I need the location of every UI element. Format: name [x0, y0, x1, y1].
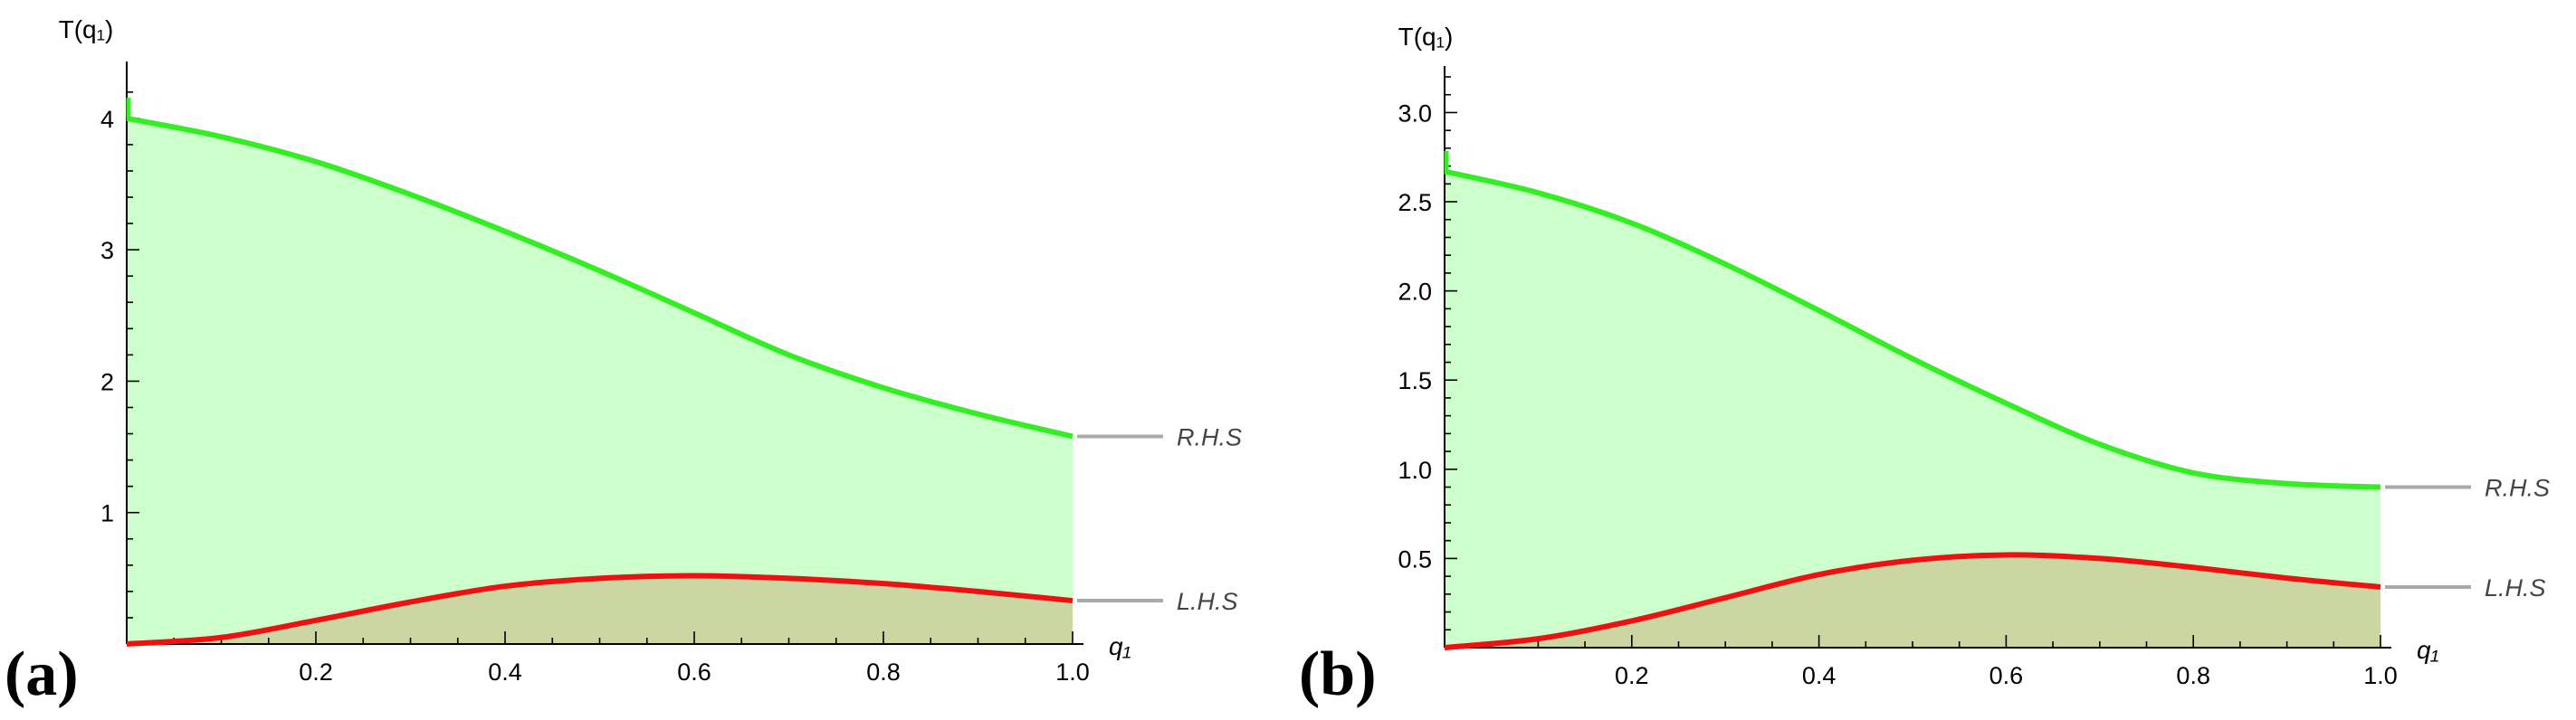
x-tick-label: 0.6	[677, 658, 711, 686]
rhs-legend-label: R.H.S	[2485, 475, 2550, 502]
x-tick-label: 0.2	[299, 658, 333, 686]
y-tick-label: 2	[100, 368, 114, 395]
rhs-fill-area	[127, 118, 1073, 644]
y-tick-label: 2.5	[1398, 189, 1432, 216]
x-axis-title: q₁	[2417, 636, 2439, 664]
x-tick-label: 0.2	[1615, 662, 1649, 689]
x-axis-title: q₁	[1109, 632, 1131, 660]
panel-label: (a)	[5, 639, 79, 709]
panel-label: (b)	[1299, 639, 1377, 709]
y-tick-label: 1	[100, 500, 114, 527]
x-tick-label: 0.4	[488, 658, 522, 686]
y-tick-label: 3	[100, 237, 114, 264]
lhs-fill-area	[1445, 554, 2380, 648]
y-tick-label: 2.0	[1398, 279, 1432, 306]
x-tick-label: 0.8	[2176, 662, 2210, 689]
x-tick-label: 1.0	[1055, 658, 1090, 686]
lhs-legend-label: L.H.S	[2485, 574, 2546, 602]
panel-b: 0.2 0.4 0.6 0.8 1.0 0.5 1.0 1.5 2.0 2.5 3.0 R.H.S L.…	[1299, 23, 2550, 709]
x-tick-label: 1.0	[2363, 662, 2398, 689]
y-tick-label: 1.0	[1398, 457, 1432, 484]
y-tick-label: 4	[100, 106, 114, 133]
x-tick-label: 0.4	[1802, 662, 1837, 689]
panel-a: 0.2 0.4 0.6 0.8 1.0 1 2 3 4 R.H.S L.H.S T(q₁) q₁ (a)	[5, 15, 1242, 709]
y-tick-label: 0.5	[1398, 545, 1432, 573]
lhs-fill-area	[127, 575, 1073, 644]
y-axis-title: T(q₁)	[1398, 23, 1454, 51]
y-tick-label: 1.5	[1398, 367, 1432, 394]
lhs-series-line	[126, 573, 1073, 647]
lhs-legend-label: L.H.S	[1177, 588, 1238, 615]
rhs-series-line	[126, 115, 1073, 440]
x-tick-label: 0.6	[1989, 662, 2024, 689]
lhs-series-line	[1444, 552, 2381, 650]
y-tick-label: 3.0	[1398, 99, 1432, 127]
x-tick-label: 0.8	[866, 658, 901, 686]
rhs-fill-area	[1445, 171, 2380, 648]
rhs-series-line	[1444, 168, 2381, 490]
rhs-legend-label: R.H.S	[1177, 423, 1242, 450]
y-axis-title: T(q₁)	[59, 15, 114, 43]
